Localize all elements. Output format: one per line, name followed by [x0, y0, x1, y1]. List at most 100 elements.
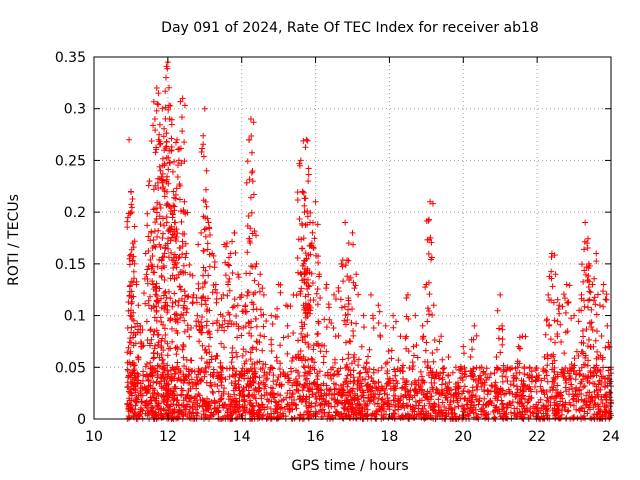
data-point — [450, 397, 457, 404]
data-point — [153, 287, 160, 294]
data-point — [439, 356, 446, 363]
data-point — [566, 391, 573, 398]
data-point — [170, 232, 177, 239]
data-point — [428, 374, 435, 381]
data-point — [302, 376, 309, 383]
data-point — [203, 322, 210, 329]
data-point — [144, 275, 151, 282]
data-point — [571, 367, 578, 374]
data-point — [558, 411, 565, 418]
data-point — [150, 355, 157, 362]
data-point — [418, 373, 425, 380]
data-point — [234, 334, 241, 341]
data-point — [437, 391, 444, 398]
data-point — [552, 339, 559, 346]
data-point — [256, 288, 263, 295]
data-point — [337, 296, 344, 303]
data-point — [238, 332, 245, 339]
data-point — [384, 359, 391, 366]
data-point — [182, 254, 189, 261]
data-point — [446, 401, 453, 408]
data-point — [175, 146, 182, 153]
data-point — [244, 292, 251, 299]
data-point — [129, 196, 136, 203]
data-point — [128, 288, 135, 295]
data-point — [562, 399, 569, 406]
data-point — [333, 399, 340, 406]
data-point — [149, 365, 156, 372]
data-point — [153, 317, 160, 324]
data-point — [285, 379, 292, 386]
data-point — [325, 411, 332, 418]
data-point — [300, 363, 307, 370]
data-point — [161, 325, 168, 332]
data-point — [139, 326, 146, 333]
data-point — [362, 376, 369, 383]
data-point — [128, 313, 135, 320]
data-point — [231, 296, 238, 303]
data-point — [516, 409, 523, 416]
data-point — [341, 317, 348, 324]
data-point — [166, 116, 173, 123]
data-point — [134, 353, 141, 360]
data-point — [173, 351, 180, 358]
data-point — [174, 344, 181, 351]
data-point — [550, 384, 557, 391]
data-point — [177, 376, 184, 383]
data-point — [149, 372, 156, 379]
data-point — [314, 331, 321, 338]
data-point — [176, 245, 183, 252]
data-point — [127, 390, 134, 397]
data-point — [420, 414, 427, 421]
data-point — [305, 291, 312, 298]
data-point — [592, 301, 599, 308]
data-point — [345, 351, 352, 358]
data-point — [150, 122, 157, 129]
data-point — [151, 389, 158, 396]
data-point — [405, 315, 412, 322]
data-point — [199, 314, 206, 321]
data-point — [606, 394, 613, 401]
data-point — [509, 390, 516, 397]
data-point — [479, 405, 486, 412]
data-point — [592, 368, 599, 375]
data-point — [375, 378, 382, 385]
data-point — [222, 272, 229, 279]
data-point — [413, 389, 420, 396]
data-point — [578, 396, 585, 403]
data-point — [469, 346, 476, 353]
data-point — [409, 366, 416, 373]
data-point — [130, 268, 137, 275]
data-point — [556, 302, 563, 309]
data-point — [269, 385, 276, 392]
data-point — [188, 376, 195, 383]
data-point — [217, 363, 224, 370]
data-point — [300, 235, 307, 242]
data-point — [310, 244, 317, 251]
data-point — [165, 166, 172, 173]
data-point — [579, 348, 586, 355]
data-point — [266, 413, 273, 420]
data-point — [527, 405, 534, 412]
data-point — [585, 336, 592, 343]
data-point — [181, 317, 188, 324]
data-point — [187, 394, 194, 401]
data-point — [366, 365, 373, 372]
data-point — [417, 368, 424, 375]
data-point — [155, 136, 162, 143]
data-point — [234, 404, 241, 411]
data-point — [272, 313, 279, 320]
data-point — [147, 327, 154, 334]
data-point — [273, 357, 280, 364]
data-point — [578, 261, 585, 268]
data-point — [293, 367, 300, 374]
data-point — [270, 410, 277, 417]
data-point — [498, 397, 505, 404]
data-point — [162, 303, 169, 310]
data-point — [302, 144, 309, 151]
data-point — [256, 358, 263, 365]
data-point — [295, 337, 302, 344]
data-point — [544, 378, 551, 385]
data-point — [511, 374, 518, 381]
data-point — [428, 415, 435, 422]
